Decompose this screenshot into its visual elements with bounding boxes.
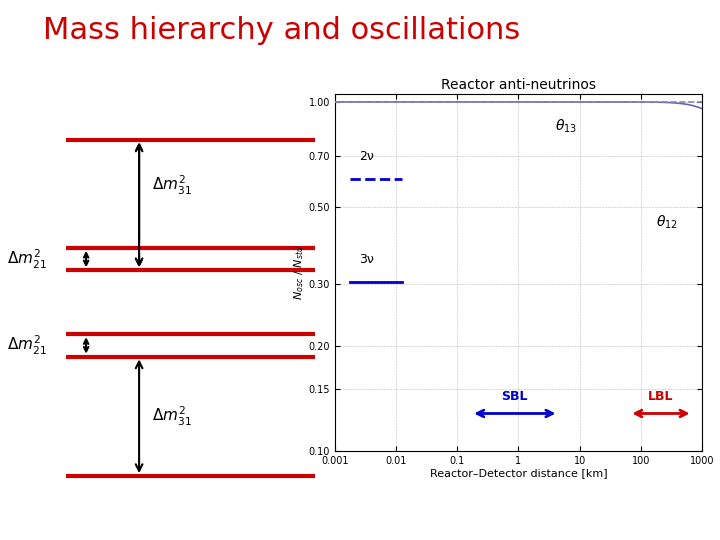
Text: 2ν: 2ν xyxy=(359,150,374,164)
Text: $\Delta m^2_{31}$: $\Delta m^2_{31}$ xyxy=(153,173,192,197)
Text: $\theta_{12}$: $\theta_{12}$ xyxy=(657,213,678,231)
Text: $\theta_{13}$: $\theta_{13}$ xyxy=(555,117,577,134)
Title: Reactor anti-neutrinos: Reactor anti-neutrinos xyxy=(441,78,596,92)
Y-axis label: $N_{osc}\ /\ N_{std}$: $N_{osc}\ /\ N_{std}$ xyxy=(292,245,306,300)
Text: LBL: LBL xyxy=(648,390,673,403)
Text: Mass hierarchy and oscillations: Mass hierarchy and oscillations xyxy=(43,16,521,45)
Text: $\Delta m^2_{21}$: $\Delta m^2_{21}$ xyxy=(6,334,46,357)
Text: SBL: SBL xyxy=(501,390,527,403)
Text: 3ν: 3ν xyxy=(359,253,374,266)
X-axis label: Reactor–Detector distance [km]: Reactor–Detector distance [km] xyxy=(430,469,607,478)
Text: $\Delta m^2_{31}$: $\Delta m^2_{31}$ xyxy=(153,404,192,428)
Text: $\Delta m^2_{21}$: $\Delta m^2_{21}$ xyxy=(6,247,46,271)
